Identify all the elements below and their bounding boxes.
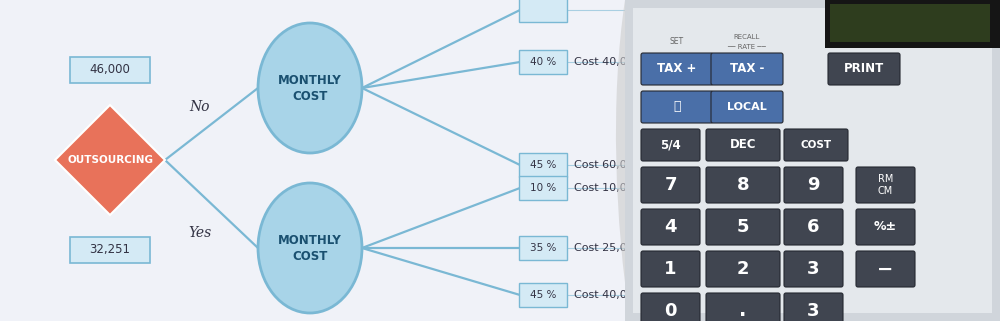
FancyBboxPatch shape: [641, 209, 700, 245]
Text: −: −: [877, 259, 894, 279]
FancyBboxPatch shape: [706, 209, 780, 245]
Text: Cost 60,000: Cost 60,000: [574, 160, 641, 170]
Text: TAX +: TAX +: [657, 63, 697, 75]
Text: ── RATE ──: ── RATE ──: [728, 44, 766, 50]
Text: EX = 8,750: EX = 8,750: [652, 243, 711, 253]
Text: RM
CM: RM CM: [878, 174, 893, 196]
FancyBboxPatch shape: [711, 91, 783, 123]
Text: SET: SET: [670, 37, 684, 46]
FancyBboxPatch shape: [641, 91, 713, 123]
Text: COST: COST: [800, 140, 832, 150]
FancyBboxPatch shape: [706, 129, 780, 161]
FancyBboxPatch shape: [856, 167, 915, 203]
FancyBboxPatch shape: [519, 283, 567, 307]
FancyBboxPatch shape: [70, 237, 150, 263]
FancyBboxPatch shape: [641, 53, 713, 85]
Bar: [625, 0, 1000, 321]
Text: EX = 27,000: EX = 27,000: [652, 160, 717, 170]
Text: MONTHLY
COST: MONTHLY COST: [278, 233, 342, 263]
Text: %±: %±: [874, 221, 897, 233]
FancyBboxPatch shape: [641, 167, 700, 203]
Text: RECALL: RECALL: [734, 34, 760, 40]
Text: 3: 3: [807, 260, 820, 278]
Polygon shape: [55, 105, 165, 215]
Text: Cost 10,000: Cost 10,000: [574, 183, 641, 193]
Text: 6: 6: [807, 218, 820, 236]
Text: EX = 18: EX = 18: [652, 290, 694, 300]
Text: TAX -: TAX -: [730, 63, 764, 75]
Bar: [633, 8, 992, 313]
Text: Cost 40,000: Cost 40,000: [574, 57, 641, 67]
FancyBboxPatch shape: [706, 167, 780, 203]
Text: 45 %: 45 %: [530, 290, 556, 300]
Text: 8: 8: [737, 176, 749, 194]
FancyBboxPatch shape: [711, 53, 783, 85]
Text: 1: 1: [664, 260, 677, 278]
FancyBboxPatch shape: [519, 153, 567, 177]
FancyBboxPatch shape: [641, 293, 700, 321]
FancyBboxPatch shape: [856, 251, 915, 287]
Text: OUTSOURCING: OUTSOURCING: [67, 155, 153, 165]
FancyBboxPatch shape: [784, 251, 843, 287]
FancyBboxPatch shape: [519, 0, 567, 22]
Text: Cost ...,000: Cost ...,000: [633, 5, 693, 15]
Text: Yes: Yes: [188, 226, 212, 240]
FancyBboxPatch shape: [784, 293, 843, 321]
Bar: [830, 4, 990, 42]
Text: Cost 40,000: Cost 40,000: [574, 290, 641, 300]
FancyBboxPatch shape: [828, 53, 900, 85]
FancyBboxPatch shape: [784, 129, 848, 161]
FancyBboxPatch shape: [70, 57, 150, 83]
Text: 4: 4: [664, 218, 677, 236]
FancyBboxPatch shape: [784, 167, 843, 203]
FancyBboxPatch shape: [706, 293, 780, 321]
Text: 2: 2: [737, 260, 749, 278]
FancyBboxPatch shape: [706, 251, 780, 287]
FancyBboxPatch shape: [519, 176, 567, 200]
Text: 9: 9: [807, 176, 820, 194]
Text: No: No: [190, 100, 210, 114]
PathPatch shape: [616, 0, 630, 321]
Text: 7: 7: [664, 176, 677, 194]
Text: EX = 16,000: EX = 16,000: [652, 57, 717, 67]
Text: ⌖: ⌖: [673, 100, 681, 114]
Text: 3: 3: [807, 302, 820, 320]
Text: 10 %: 10 %: [530, 183, 556, 193]
FancyBboxPatch shape: [784, 209, 843, 245]
Text: MONTHLY
COST: MONTHLY COST: [278, 74, 342, 102]
Text: 0: 0: [664, 302, 677, 320]
Text: 46,000: 46,000: [90, 64, 130, 76]
Text: EX = 1,000: EX = 1,000: [652, 183, 711, 193]
Text: 5/4: 5/4: [660, 138, 681, 152]
Text: 45 %: 45 %: [530, 160, 556, 170]
FancyBboxPatch shape: [641, 251, 700, 287]
Text: Cost 25,000: Cost 25,000: [574, 243, 641, 253]
Text: 40 %: 40 %: [530, 57, 556, 67]
Text: LOCAL: LOCAL: [727, 102, 767, 112]
Bar: [825, 0, 1000, 48]
Text: DEC: DEC: [730, 138, 756, 152]
Ellipse shape: [258, 183, 362, 313]
Text: PRINT: PRINT: [844, 63, 884, 75]
FancyBboxPatch shape: [519, 50, 567, 74]
FancyBboxPatch shape: [641, 129, 700, 161]
Text: .: .: [739, 301, 747, 320]
FancyBboxPatch shape: [519, 236, 567, 260]
Text: 5: 5: [737, 218, 749, 236]
Ellipse shape: [258, 23, 362, 153]
Text: 32,251: 32,251: [90, 244, 130, 256]
Text: 35 %: 35 %: [530, 243, 556, 253]
FancyBboxPatch shape: [856, 209, 915, 245]
